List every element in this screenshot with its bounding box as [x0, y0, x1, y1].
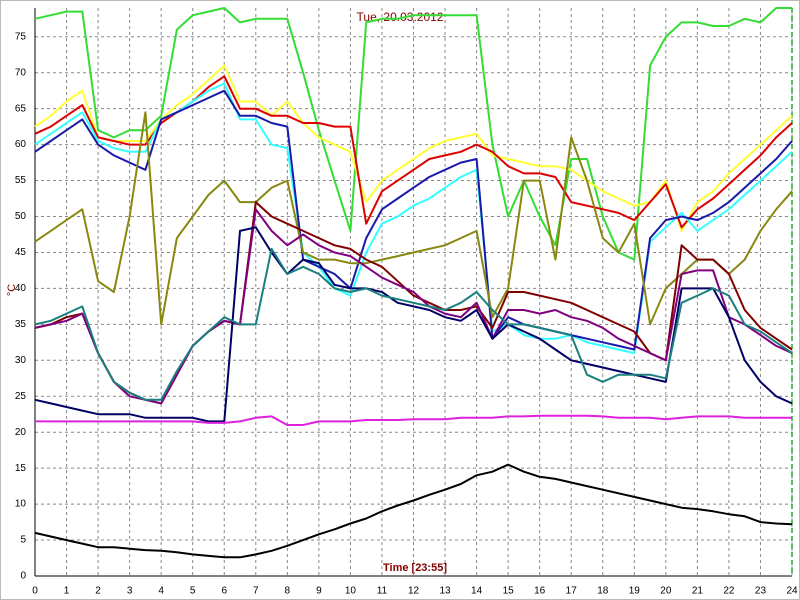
y-axis-label: °C: [6, 284, 18, 296]
y-tick-label: 15: [15, 463, 27, 474]
x-tick-label: 23: [755, 586, 767, 597]
y-tick-label: 65: [15, 103, 27, 114]
y-tick-label: 45: [15, 247, 27, 258]
x-tick-label: 8: [285, 586, 291, 597]
x-tick-label: 9: [316, 586, 322, 597]
x-tick-label: 5: [190, 586, 196, 597]
x-tick-label: 17: [566, 586, 578, 597]
x-tick-label: 4: [158, 586, 164, 597]
x-tick-label: 2: [95, 586, 101, 597]
x-tick-label: 7: [253, 586, 259, 597]
x-tick-label: 1: [64, 586, 70, 597]
y-tick-label: 70: [15, 67, 27, 78]
x-tick-label: 13: [439, 586, 451, 597]
x-tick-label: 3: [127, 586, 133, 597]
series-line: [34, 7, 792, 261]
x-tick-label: 15: [503, 586, 515, 597]
series-line: [34, 226, 793, 423]
x-tick-label: 16: [534, 586, 546, 597]
chart-title: Tue, 20.03.2012: [357, 10, 444, 24]
series-line: [35, 414, 792, 426]
series-line: [34, 463, 793, 559]
x-tick-label: 24: [786, 586, 798, 597]
y-tick-label: 50: [15, 211, 27, 222]
x-tick-label: 20: [660, 586, 672, 597]
series-line: [34, 111, 793, 326]
x-tick-label: 21: [692, 586, 704, 597]
x-tick-label: 11: [377, 586, 388, 597]
x-tick-label: 19: [629, 586, 641, 597]
y-tick-label: 75: [15, 31, 27, 42]
series-line: [34, 208, 793, 405]
x-tick-label: 10: [345, 586, 357, 597]
series-line: [34, 75, 793, 229]
y-tick-label: 55: [15, 175, 27, 186]
y-tick-label: 40: [15, 283, 27, 294]
y-tick-label: 0: [20, 571, 26, 582]
y-tick-label: 35: [15, 319, 27, 330]
y-tick-label: 25: [15, 391, 27, 402]
x-axis-label: Time [23:55]: [383, 562, 447, 574]
y-tick-label: 60: [15, 139, 27, 150]
x-tick-label: 22: [723, 586, 735, 597]
series-line: [34, 89, 793, 351]
x-tick-label: 6: [221, 586, 227, 597]
x-tick-label: 0: [32, 586, 38, 597]
y-tick-label: 10: [15, 499, 27, 510]
x-tick-label: 12: [408, 586, 420, 597]
y-tick-label: 30: [15, 355, 27, 366]
y-tick-label: 5: [20, 535, 26, 546]
x-tick-label: 18: [597, 586, 609, 597]
y-tick-label: 20: [15, 427, 27, 438]
x-tick-label: 14: [471, 586, 483, 597]
series-line: [34, 247, 793, 401]
